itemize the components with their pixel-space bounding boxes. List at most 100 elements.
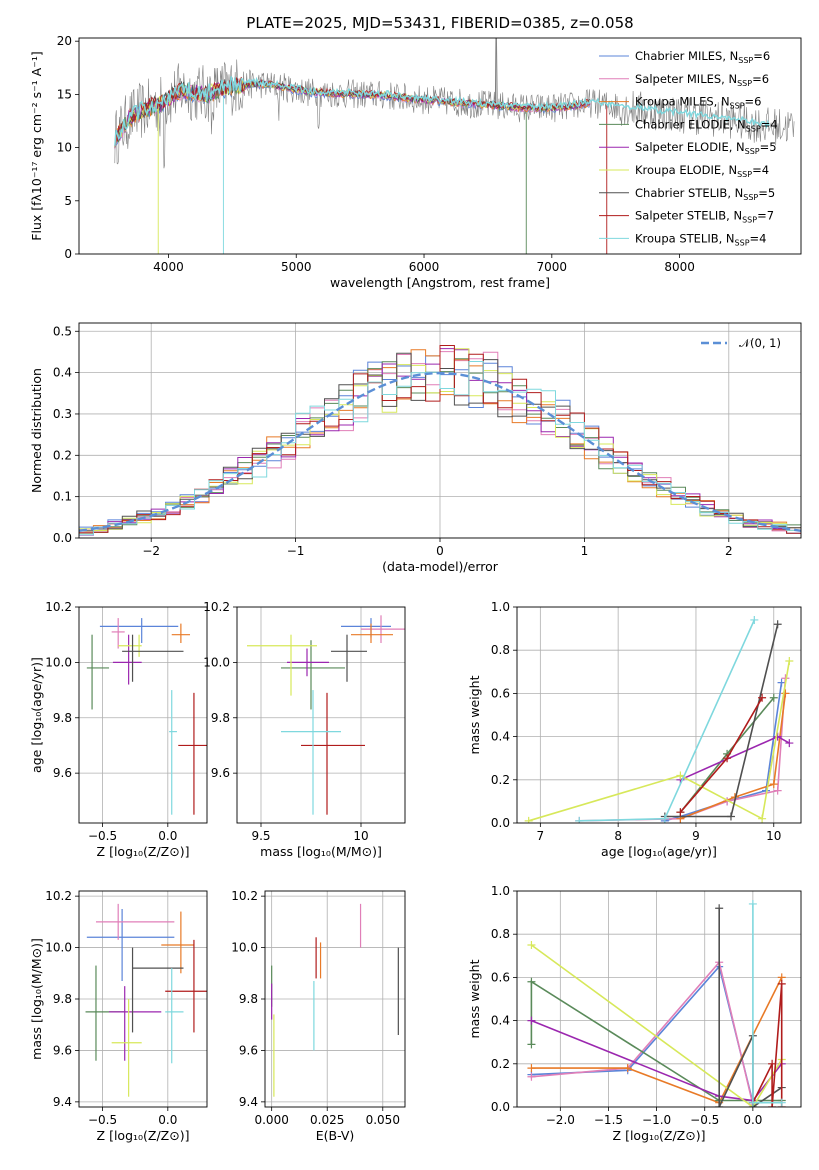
axes-frame [78,322,802,539]
error-bar-point [85,965,125,1061]
error-bar-point [111,999,142,1097]
y-tick-label: 1.0 [491,600,510,614]
plus-marker [676,808,685,817]
plus-marker [777,678,786,687]
x-tick-label: 10 [353,829,368,843]
x-tick-label: 7000 [537,260,568,274]
y-tick-label: 10.0 [203,655,230,669]
chart-age-vs-mass: 9.5 10 9.6 9.8 10.0 10.2 mass [log₁₀(M/M⊙)] [203,600,406,859]
plot-area [237,607,405,823]
y-tick-label: 9.6 [239,1043,258,1057]
plus-marker [660,814,669,823]
error-bar-point [86,634,110,710]
legend-entry: Chabrier STELIB, NSSP=5 [635,186,775,202]
y-tick-label: 0.4 [491,1014,510,1028]
error-bar-point [112,634,142,685]
x-tick-label: 0.0 [743,1113,762,1127]
y-tick-label: 0.5 [53,324,72,338]
x-tick-label: 4000 [153,260,184,274]
y-tick-label: 0 [64,247,72,261]
legend-entry: Kroupa MILES, NSSP=6 [635,95,761,111]
x-tick-label: 0.0 [158,829,177,843]
error-bar-point [99,618,179,643]
x-tick-label: 0.000 [254,1113,288,1127]
y-tick-label: 0.0 [491,1100,510,1114]
error-bar-point [109,986,162,1061]
y-tick-label: 0.6 [491,970,510,984]
plus-marker [575,816,584,823]
plus-marker [769,780,778,789]
plot-area [114,38,795,254]
x-axis-label: E(B-V) [316,1128,355,1143]
x-tick-label: 0.025 [310,1113,344,1127]
error-bar-point [161,911,194,974]
x-tick-label: 0.050 [366,1113,400,1127]
chart-mass-vs-EBV: 0.000 0.025 0.050 9.4 9.6 9.8 10.0 10.2 E(B-V) [231,889,406,1143]
axes-frame [516,890,802,1108]
x-tick-label: 10 [766,829,781,843]
legend-entry: Salpeter STELIB, NSSP=7 [635,209,774,225]
y-axis-label: mass weight [467,959,482,1038]
plus-marker [723,754,732,763]
y-tick-label: 9.6 [53,1043,72,1057]
x-tick-label: −0.5 [88,829,117,843]
x-tick-label: 2 [725,544,733,558]
plot-area [517,891,801,1107]
plus-marker [768,1103,777,1107]
error-bar-point [122,634,184,682]
mass-weight-line [752,983,783,1107]
x-axis-label: wavelength [Angstrom, rest frame] [330,275,550,290]
chart-mass-weight-vs-age: 7 8 9 10 0.0 0.2 0.4 0.6 0.8 1.0 age [log₁₀(age/yr… [467,600,802,859]
axes-frame [264,890,406,1108]
chart-residuals: −2 −1 0 1 2 0.0 0.1 0.2 0.3 0.4 0.5 (data-model)/er… [29,322,802,574]
x-axis-label: Z [log₁₀(Z/Z⊙)] [613,1128,706,1143]
y-tick-label: 10.2 [231,889,258,903]
plus-marker [777,979,786,988]
figure-title: PLATE=2025, MJD=53431, FIBERID=0385, z=0… [246,14,633,32]
x-axis-label: mass [log₁₀(M/M⊙)] [260,844,382,859]
model-line [114,77,591,148]
y-tick-label: 0.6 [491,686,510,700]
legend-entry: Salpeter MILES, NSSP=6 [635,72,769,88]
plus-marker [527,941,536,949]
x-tick-label: 0 [436,544,444,558]
mass-weight-line [528,660,791,822]
y-tick-label: 0.8 [491,643,510,657]
x-axis-label: Z [log₁₀(Z/Z⊙)] [97,844,190,859]
error-bar-point [169,690,177,815]
normal-reference-curve [79,371,801,532]
axes-frame [236,606,406,824]
y-tick-label: 0.4 [491,730,510,744]
y-tick-label: 0.8 [491,927,510,941]
x-tick-label: −1.5 [594,1113,623,1127]
plus-marker [715,1103,724,1107]
error-bar-point [351,623,393,643]
plus-marker [527,1072,536,1081]
legend: Chabrier MILES, NSSP=6 Salpeter MILES, NS… [599,49,778,247]
y-tick-label: 10.0 [45,655,72,669]
plot-area [265,891,405,1107]
y-tick-label: 9.8 [211,711,230,725]
y-tick-label: 10 [57,141,72,155]
mass-weight-line [579,678,787,822]
x-tick-label: −0.5 [690,1113,719,1127]
error-bar-point [165,968,184,1064]
x-tick-label: −2.0 [546,1113,575,1127]
chart-spectrum: 4000 5000 6000 7000 8000 0 5 10 15 20 wavelength [… [29,34,802,290]
x-tick-label: 5000 [281,260,312,274]
mass-weight-line [531,960,754,1105]
y-tick-label: 10.0 [231,941,258,955]
x-axis-label: (data-model)/error [382,559,499,574]
x-tick-label: 0.0 [158,1113,177,1127]
error-bar-point [131,947,184,1033]
plus-marker [527,1064,536,1073]
plus-marker [527,1016,536,1025]
y-tick-label: 0.2 [53,448,72,462]
plus-marker [785,657,794,665]
x-axis-label: age [log₁₀(age/yr)] [601,844,717,859]
plus-marker [527,977,536,986]
plus-marker [758,814,767,823]
legend-entry: Chabrier ELODIE, NSSP=4 [635,117,778,133]
y-tick-label: 9.4 [53,1095,72,1109]
